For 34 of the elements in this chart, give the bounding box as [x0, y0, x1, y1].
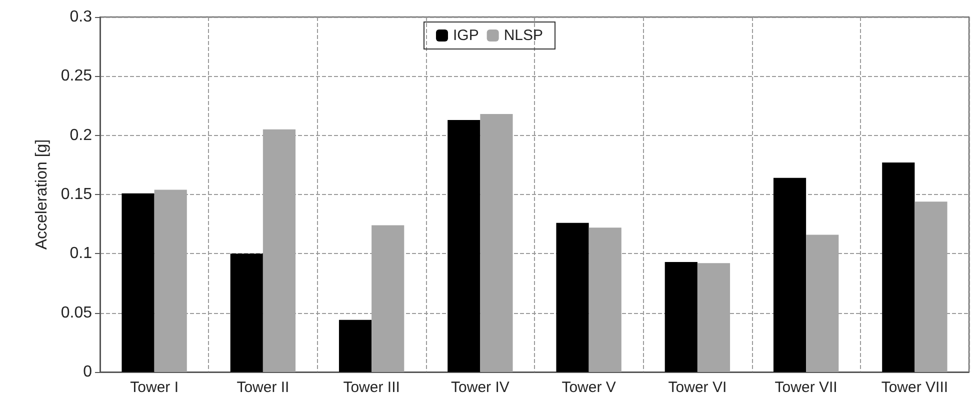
bar [588, 228, 622, 372]
bar [697, 263, 730, 372]
x-tick-label: Tower I [130, 379, 178, 396]
y-tick-label: 0.25 [60, 68, 92, 85]
bar [882, 162, 915, 372]
bar [480, 114, 513, 372]
bar [372, 225, 404, 372]
bar [230, 254, 263, 372]
x-tick-label: Tower II [236, 379, 290, 396]
y-tick-label: 0.05 [60, 304, 92, 322]
bar [556, 222, 589, 372]
x-tick-label: Tower VII [774, 379, 838, 396]
y-tick-label: 0.3 [70, 8, 92, 26]
bar [664, 262, 698, 372]
bar [122, 193, 154, 372]
bar [914, 202, 948, 372]
legend-label: NLSP [504, 27, 544, 44]
x-tick-label: Tower IV [451, 379, 510, 396]
bar [773, 178, 806, 372]
bar [806, 234, 839, 372]
y-tick-label: 0.1 [70, 245, 92, 262]
y-tick-label: 0.2 [70, 126, 92, 144]
y-axis-title: Acceleration [g] [33, 139, 50, 250]
bar [338, 320, 372, 372]
x-tick-label: Tower V [562, 379, 616, 396]
legend-label: IGP [452, 27, 479, 44]
bar [448, 120, 480, 372]
x-tick-label: Tower VI [668, 379, 727, 396]
bar [154, 190, 187, 372]
bar [262, 129, 296, 372]
x-tick-label: Tower VIII [881, 379, 948, 396]
x-tick-label: Tower III [343, 379, 400, 396]
y-tick-label: 0 [83, 364, 92, 380]
y-tick-label: 0.15 [60, 186, 92, 203]
